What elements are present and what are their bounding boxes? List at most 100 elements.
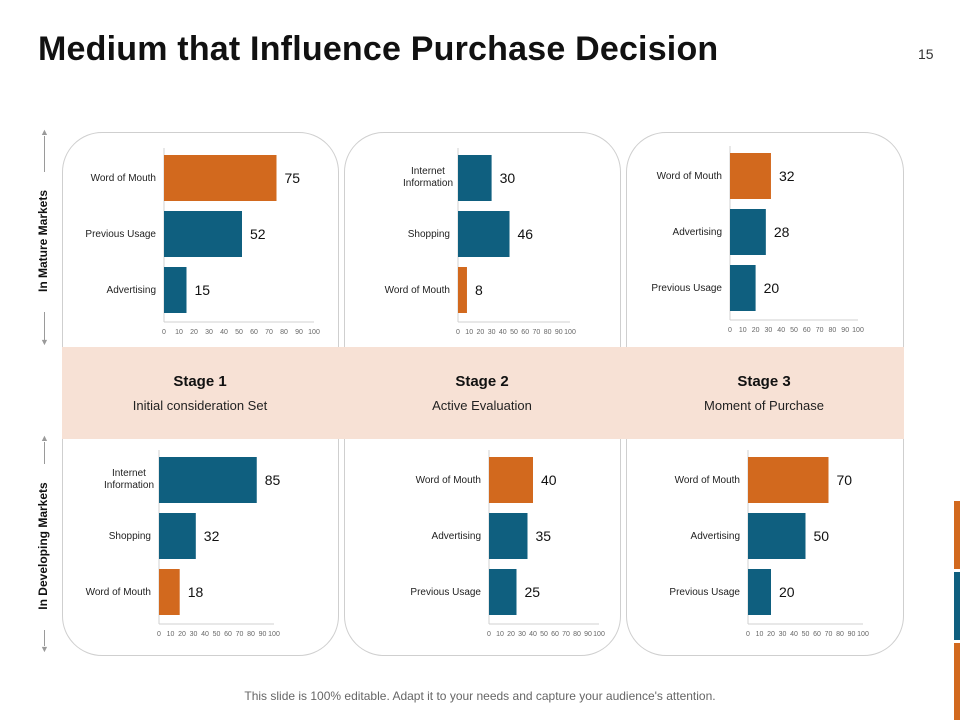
data-label: 28 bbox=[774, 224, 790, 240]
tick-label: 60 bbox=[813, 631, 821, 638]
tick-label: 50 bbox=[790, 327, 798, 334]
data-label: 18 bbox=[188, 584, 204, 600]
tick-label: 80 bbox=[573, 631, 581, 638]
category-label: Shopping bbox=[408, 229, 450, 240]
tick-label: 30 bbox=[488, 329, 496, 336]
category-label: Word of Mouth bbox=[416, 475, 481, 486]
category-label: Previous Usage bbox=[410, 587, 481, 598]
data-label: 30 bbox=[500, 170, 516, 186]
data-label: 15 bbox=[195, 282, 211, 298]
tick-label: 10 bbox=[175, 329, 183, 336]
bar bbox=[748, 457, 829, 503]
category-label: Word of Mouth bbox=[385, 285, 450, 296]
category-label: Previous Usage bbox=[669, 587, 740, 598]
tick-label: 30 bbox=[518, 631, 526, 638]
tick-label: 60 bbox=[250, 329, 258, 336]
category-label: Advertising bbox=[691, 531, 740, 542]
bar bbox=[730, 265, 756, 311]
category-label: Shopping bbox=[109, 531, 151, 542]
tick-label: 10 bbox=[496, 631, 504, 638]
category-label: Advertising bbox=[432, 531, 481, 542]
data-label: 52 bbox=[250, 226, 266, 242]
category-label: Previous Usage bbox=[85, 229, 156, 240]
tick-label: 100 bbox=[564, 329, 576, 336]
tick-label: 50 bbox=[213, 631, 221, 638]
page-title: Medium that Influence Purchase Decision bbox=[38, 30, 719, 68]
tick-label: 100 bbox=[857, 631, 869, 638]
arrow-down-icon: ▼ bbox=[40, 337, 49, 347]
tick-label: 0 bbox=[487, 631, 491, 638]
accent-bar-blue bbox=[954, 572, 960, 640]
category-label: Internet Information bbox=[104, 468, 154, 491]
bar bbox=[164, 211, 242, 257]
tick-label: 90 bbox=[555, 329, 563, 336]
side-arrow-line bbox=[44, 442, 45, 464]
stage-1-name: Stage 1 bbox=[173, 373, 227, 390]
bar bbox=[489, 513, 528, 559]
tick-label: 80 bbox=[247, 631, 255, 638]
bar bbox=[458, 267, 467, 313]
tick-label: 40 bbox=[499, 329, 507, 336]
bar bbox=[489, 457, 533, 503]
tick-label: 20 bbox=[178, 631, 186, 638]
category-label: Word of Mouth bbox=[675, 475, 740, 486]
tick-label: 70 bbox=[562, 631, 570, 638]
tick-label: 80 bbox=[829, 327, 837, 334]
side-arrow-line bbox=[44, 136, 45, 172]
tick-label: 60 bbox=[803, 327, 811, 334]
tick-label: 20 bbox=[477, 329, 485, 336]
tick-label: 30 bbox=[779, 631, 787, 638]
data-label: 25 bbox=[525, 584, 541, 600]
tick-label: 20 bbox=[507, 631, 515, 638]
stage-3-description: Moment of Purchase bbox=[704, 398, 824, 413]
data-label: 8 bbox=[475, 282, 483, 298]
tick-label: 20 bbox=[767, 631, 775, 638]
accent-bar-orange bbox=[954, 501, 960, 569]
arrow-up-icon: ▲ bbox=[40, 127, 49, 137]
tick-label: 0 bbox=[746, 631, 750, 638]
bar bbox=[748, 513, 806, 559]
bar bbox=[159, 457, 257, 503]
tick-label: 90 bbox=[584, 631, 592, 638]
data-label: 85 bbox=[265, 472, 281, 488]
tick-label: 100 bbox=[268, 631, 280, 638]
stage-2-header: Stage 2 Active Evaluation bbox=[342, 347, 622, 439]
tick-label: 30 bbox=[205, 329, 213, 336]
tick-label: 90 bbox=[295, 329, 303, 336]
tick-label: 10 bbox=[167, 631, 175, 638]
tick-label: 80 bbox=[280, 329, 288, 336]
bar bbox=[748, 569, 771, 615]
tick-label: 60 bbox=[224, 631, 232, 638]
bar bbox=[730, 209, 766, 255]
bar bbox=[164, 267, 187, 313]
tick-label: 90 bbox=[841, 327, 849, 334]
tick-label: 0 bbox=[728, 327, 732, 334]
tick-label: 40 bbox=[201, 631, 209, 638]
arrow-down-icon: ▼ bbox=[40, 644, 49, 654]
tick-label: 70 bbox=[265, 329, 273, 336]
data-label: 20 bbox=[779, 584, 795, 600]
tick-label: 30 bbox=[190, 631, 198, 638]
category-label: Advertising bbox=[673, 227, 722, 238]
stage-2-name: Stage 2 bbox=[455, 373, 509, 390]
tick-label: 70 bbox=[816, 327, 824, 334]
tick-label: 50 bbox=[802, 631, 810, 638]
stage-2-description: Active Evaluation bbox=[432, 398, 532, 413]
bar bbox=[159, 513, 196, 559]
tick-label: 50 bbox=[510, 329, 518, 336]
bar bbox=[159, 569, 180, 615]
arrow-up-icon: ▲ bbox=[40, 433, 49, 443]
stage-1-description: Initial consideration Set bbox=[132, 398, 268, 413]
tick-label: 90 bbox=[259, 631, 267, 638]
bar bbox=[164, 155, 277, 201]
tick-label: 40 bbox=[790, 631, 798, 638]
data-label: 20 bbox=[764, 280, 780, 296]
data-label: 46 bbox=[518, 226, 534, 242]
tick-label: 100 bbox=[852, 327, 864, 334]
tick-label: 40 bbox=[777, 327, 785, 334]
tick-label: 20 bbox=[752, 327, 760, 334]
stage-1-header: Stage 1 Initial consideration Set bbox=[60, 347, 340, 439]
